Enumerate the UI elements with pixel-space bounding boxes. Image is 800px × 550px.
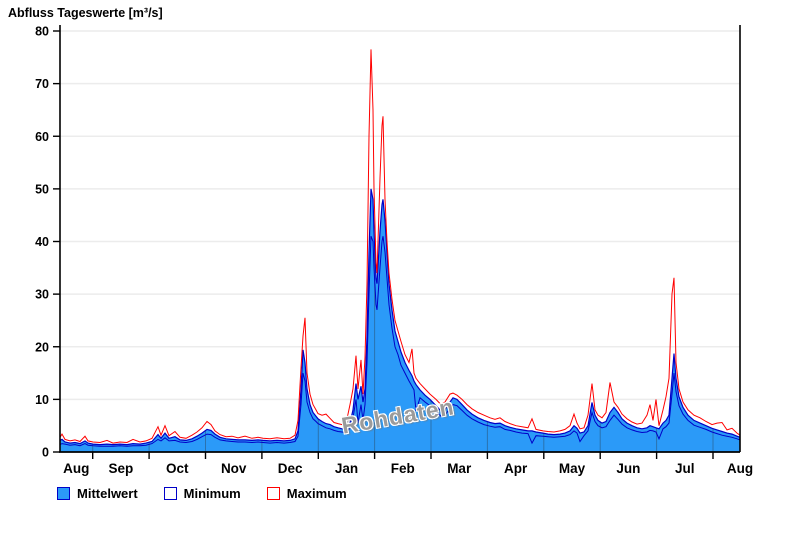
legend-label-minimum: Minimum xyxy=(183,486,241,501)
svg-text:Jul: Jul xyxy=(675,461,695,476)
svg-text:May: May xyxy=(559,461,586,476)
horizontal-gridlines xyxy=(60,30,740,401)
svg-text:Aug: Aug xyxy=(63,461,89,476)
y-axis-ticks: 0 10 20 30 40 50 60 70 80 xyxy=(35,25,60,460)
svg-text:20: 20 xyxy=(35,340,49,354)
maximum-line xyxy=(59,49,741,444)
mittelwert-swatch-icon xyxy=(57,487,70,500)
svg-text:Mar: Mar xyxy=(447,461,472,476)
legend-label-maximum: Maximum xyxy=(286,486,347,501)
svg-text:30: 30 xyxy=(35,288,49,302)
legend-item-maximum: Maximum xyxy=(266,486,347,501)
svg-text:0: 0 xyxy=(42,446,49,460)
svg-text:Aug: Aug xyxy=(727,461,753,476)
svg-text:Feb: Feb xyxy=(391,461,415,476)
minimum-line xyxy=(59,236,741,447)
svg-text:Nov: Nov xyxy=(221,461,247,476)
svg-text:10: 10 xyxy=(35,393,49,407)
svg-text:Apr: Apr xyxy=(504,461,528,476)
svg-text:Sep: Sep xyxy=(109,461,134,476)
svg-text:50: 50 xyxy=(35,182,49,196)
svg-text:80: 80 xyxy=(35,25,49,39)
legend-item-mittelwert: Mittelwert xyxy=(57,486,138,501)
svg-text:40: 40 xyxy=(35,235,49,249)
svg-text:Oct: Oct xyxy=(166,461,189,476)
minimum-swatch-icon xyxy=(163,487,177,500)
svg-text:Dec: Dec xyxy=(278,461,303,476)
svg-text:Jan: Jan xyxy=(335,461,358,476)
legend-label-mittelwert: Mittelwert xyxy=(77,486,138,501)
mittelwert-line xyxy=(59,188,741,446)
svg-text:60: 60 xyxy=(35,130,49,144)
axis-frame xyxy=(59,25,741,453)
svg-text:70: 70 xyxy=(35,77,49,91)
svg-text:Jun: Jun xyxy=(616,461,640,476)
x-axis-ticks: Aug Sep Oct Nov Dec Jan Feb Mar Apr May Jun Jul Aug xyxy=(63,452,753,476)
maximum-swatch-icon xyxy=(266,487,280,500)
legend-item-minimum: Minimum xyxy=(163,486,241,501)
mittelwert-area xyxy=(60,188,740,452)
chart-title: Abfluss Tageswerte [m³/s] xyxy=(8,6,163,20)
chart-legend: Mittelwert Minimum Maximum xyxy=(57,486,347,501)
